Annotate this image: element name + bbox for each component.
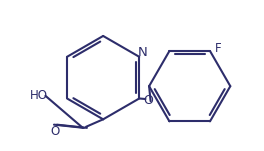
Text: HO: HO bbox=[30, 89, 48, 102]
Text: O: O bbox=[143, 94, 153, 107]
Text: O: O bbox=[51, 125, 60, 138]
Text: N: N bbox=[138, 47, 147, 59]
Text: F: F bbox=[215, 42, 222, 55]
